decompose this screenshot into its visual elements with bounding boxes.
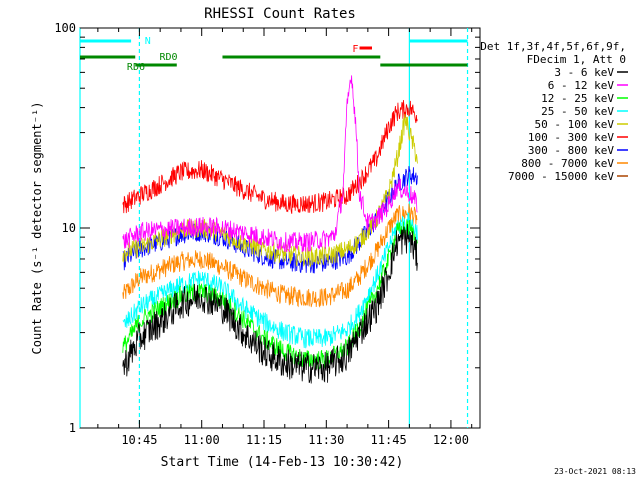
series-line-100-300-kev [122, 99, 418, 214]
series-line-6-12-kev [122, 75, 418, 253]
x-tick-label-3: 11:30 [308, 433, 344, 447]
legend-header-line-2: FDecim 1, Att 0 [527, 53, 626, 66]
x-tick-label-4: 11:45 [371, 433, 407, 447]
legend-label-50-100-kev: 50 - 100 keV [535, 118, 615, 131]
chart-title: RHESSI Count Rates [204, 6, 356, 22]
legend-label-100-300-kev: 100 - 300 keV [528, 131, 614, 144]
annotation-label-f: F [352, 44, 358, 55]
y-tick-label-1: 10 [62, 221, 76, 235]
y-axis-ticks: 1 10 100 [54, 21, 480, 435]
legend-label-12-25-kev: 12 - 25 keV [541, 92, 614, 105]
legend: Det 1f,3f,4f,5f,6f,9f, FDecim 1, Att 0 3… [480, 40, 628, 183]
legend-label-3-6-kev: 3 - 6 keV [554, 66, 614, 79]
legend-label-300-800-kev: 300 - 800 keV [528, 144, 614, 157]
x-tick-label-1: 11:00 [184, 433, 220, 447]
x-axis-ticks: 10:45 11:00 11:15 11:30 11:45 12:00 [97, 28, 473, 447]
x-tick-label-0: 10:45 [121, 433, 157, 447]
series-line-12-25-kev [122, 219, 418, 370]
x-axis-label: Start Time (14-Feb-13 10:30:42) [161, 455, 404, 470]
legend-label-7000-15000-kev: 7000 - 15000 keV [508, 170, 614, 183]
annotation-label-rd0: RD0 [159, 52, 177, 63]
legend-label-6-12-kev: 6 - 12 keV [548, 79, 615, 92]
series-line-50-100-kev [122, 113, 418, 269]
y-tick-label-2: 100 [54, 21, 76, 35]
x-tick-label-2: 11:15 [246, 433, 282, 447]
annotation-bars: N RD0 RD6 F [80, 36, 468, 73]
legend-label-800-7000-kev: 800 - 7000 keV [521, 157, 614, 170]
y-tick-label-0: 1 [69, 421, 76, 435]
y-axis-label: Count Rate (s⁻¹ detector segment⁻¹) [30, 102, 44, 355]
annotation-label-n: N [145, 36, 151, 47]
annotation-label-rd6: RD6 [127, 62, 145, 73]
series-line-800-7000-kev [122, 203, 418, 308]
x-tick-label-5: 12:00 [433, 433, 469, 447]
series-line-25-50-kev [122, 212, 418, 349]
legend-label-25-50-kev: 25 - 50 keV [541, 105, 614, 118]
legend-header-line-1: Det 1f,3f,4f,5f,6f,9f, [480, 40, 626, 53]
series-lines [122, 75, 418, 384]
footer-timestamp: 23-Oct-2021 08:13 [554, 467, 636, 476]
series-line-3-6-kev [122, 224, 418, 384]
